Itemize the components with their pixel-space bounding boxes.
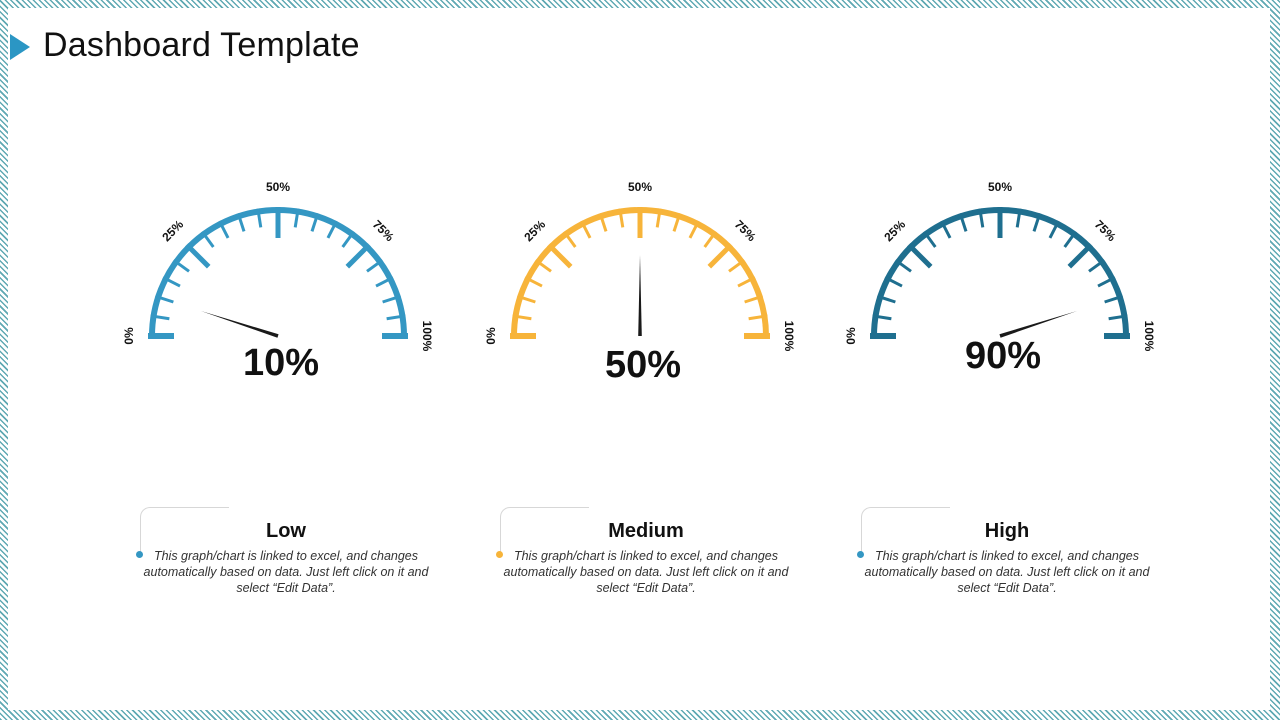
slide: Dashboard Template [8,8,1270,710]
card-description: This graph/chart is linked to excel, and… [143,549,429,595]
gauge-minor-tick [922,230,937,248]
gauge-minor-tick [958,212,968,232]
gauge-major-tick [185,243,211,269]
gauge-major-tick [345,243,371,269]
card-heading: Medium [608,520,684,542]
gauge-tick-label: 50% [988,180,1012,194]
gauge-needle [638,255,642,336]
gauge-tick-label: 50% [628,180,652,194]
gauge-value-label: 10% [243,342,319,384]
gauge-minor-tick [1108,314,1128,321]
card-description: This graph/chart is linked to excel, and… [503,549,789,595]
gauge-tick-label: 0% [122,327,136,345]
gauge-minor-tick [154,294,174,304]
gauge-major-tick [547,243,573,269]
gauge-minor-tick [562,230,577,248]
gauge-minor-tick [728,258,746,273]
gauge-minor-tick [978,208,985,228]
title-arrow-icon [10,34,30,60]
gauge-minor-tick [236,212,246,232]
gauge-minor-tick [386,314,406,321]
gauge-tick-label: 100% [782,321,796,352]
bullet-dot-icon [496,551,503,558]
gauge-minor-tick [1048,220,1060,239]
gauge-minor-tick [326,220,338,239]
gauge-tick-label: 25% [159,217,186,244]
gauge-minor-tick [1063,230,1078,248]
bullet-dot-icon [857,551,864,558]
gauge-minor-tick [1097,276,1116,288]
gauge-minor-tick [1015,208,1022,228]
gauge-minor-tick [688,220,700,239]
gauge-minor-tick [162,276,181,288]
gauge-major-tick [907,243,933,269]
gauge-minor-tick [876,294,896,304]
gauge-minor-tick [580,220,592,239]
gauge-minor-tick [672,212,682,232]
gauge-minor-tick [341,230,356,248]
card-description: This graph/chart is linked to excel, and… [864,549,1150,595]
gauge-minor-tick [737,276,756,288]
card-heading: High [984,520,1030,542]
gauge-minor-tick [655,208,662,228]
card-bracket [861,507,950,552]
gauge-tick-label: 100% [1142,321,1156,352]
gauge-minor-tick [366,258,384,273]
gauge-minor-tick [1088,258,1106,273]
gauge-tick-label: 25% [881,217,908,244]
gauge-minor-tick [310,212,320,232]
gauge-minor-tick [894,258,912,273]
gauge-value-label: 50% [605,344,681,386]
gauge-minor-tick [940,220,952,239]
gauge-minor-tick [218,220,230,239]
gauge-tick-label: 25% [521,217,548,244]
gauge-minor-tick [744,294,764,304]
gauge-minor-tick [1032,212,1042,232]
gauge-minor-tick [512,314,532,321]
gauge-minor-tick [172,258,190,273]
gauge-minor-tick [524,276,543,288]
page-title: Dashboard Template [43,26,360,64]
gauge-minor-tick [618,208,625,228]
gauge-minor-tick [375,276,394,288]
bullet-dot-icon [136,551,143,558]
gauge-tick-label: 100% [420,321,434,352]
gauge-needle [999,310,1078,338]
gauge-tick-label: 75% [732,217,759,244]
gauge-minor-tick [200,230,215,248]
gauge-minor-tick [256,208,263,228]
gauge-needle [200,310,279,338]
card-bracket [140,507,229,552]
gauge-minor-tick [150,314,170,321]
card-bracket [500,507,589,552]
gauge-tick-label: 75% [1092,217,1119,244]
gauge-minor-tick [872,314,892,321]
gauge-minor-tick [382,294,402,304]
gauge-value-label: 90% [965,335,1041,377]
gauge-minor-tick [293,208,300,228]
gauge-minor-tick [534,258,552,273]
gauge-tick-label: 50% [266,180,290,194]
gauge-minor-tick [1104,294,1124,304]
gauge-minor-tick [598,212,608,232]
gauge-major-tick [1067,243,1093,269]
gauge-minor-tick [703,230,718,248]
gauge-minor-tick [516,294,536,304]
gauge-minor-tick [748,314,768,321]
gauge-major-tick [707,243,733,269]
gauge-tick-label: 0% [484,327,498,345]
gauge-minor-tick [884,276,903,288]
gauge-tick-label: 75% [370,217,397,244]
card-heading: Low [266,520,306,542]
gauge-tick-label: 0% [844,327,858,345]
